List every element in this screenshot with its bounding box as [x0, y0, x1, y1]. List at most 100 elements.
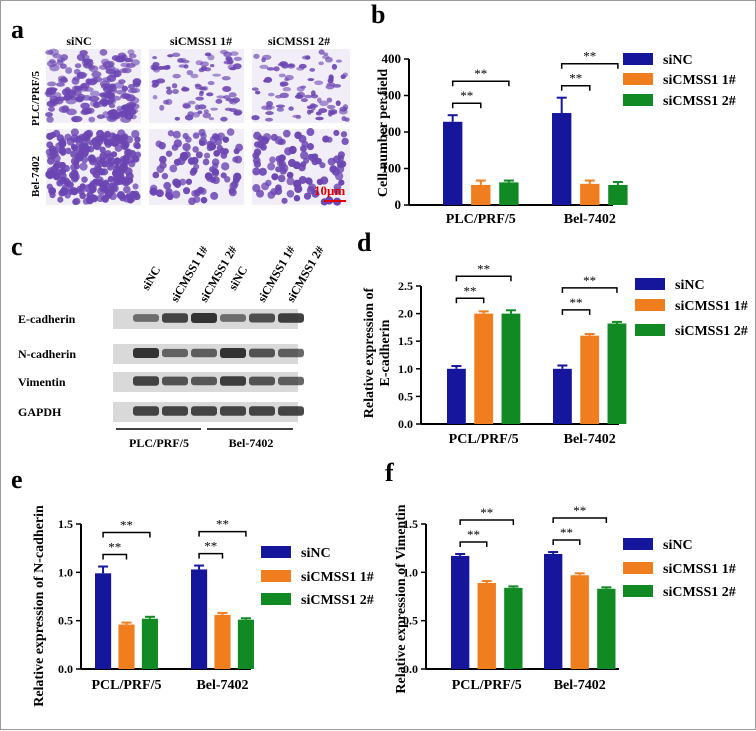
cell-blob	[165, 188, 173, 196]
cell-blob	[286, 177, 295, 186]
cell-blob	[52, 92, 62, 99]
cell-blob	[151, 65, 159, 71]
cell-blob	[185, 136, 192, 143]
cell-blob	[207, 81, 215, 86]
cell-blob	[306, 143, 314, 151]
cell-blob	[47, 81, 57, 87]
significance-bracket	[459, 519, 515, 525]
y-tick-label: 0.5	[403, 614, 418, 628]
cell-blob	[226, 58, 234, 65]
cell-blob	[101, 92, 108, 101]
legend-swatch	[261, 593, 291, 605]
cell-blob	[213, 149, 221, 157]
cell-blob	[115, 164, 123, 172]
cell-blob	[228, 92, 237, 98]
cell-blob	[189, 169, 197, 176]
cell-blob	[119, 157, 128, 167]
cell-blob	[192, 111, 200, 118]
legend-label: siNC	[675, 278, 705, 293]
cell-blob	[119, 68, 128, 74]
bar-siCMSS11-0	[474, 313, 494, 424]
cell-blob	[113, 157, 122, 165]
blot-band	[191, 313, 217, 323]
cell-blob	[273, 66, 280, 72]
cell-blob	[74, 63, 82, 69]
x-category-label: Bel-7402	[564, 432, 616, 447]
cell-blob	[101, 77, 112, 82]
cell-blob	[220, 172, 227, 179]
significance-label: **	[464, 283, 477, 298]
cell-blob	[45, 112, 53, 118]
cell-blob	[304, 55, 311, 60]
cell-blob	[127, 88, 138, 94]
cell-blob	[253, 53, 260, 59]
legend-label: siNC	[301, 546, 331, 561]
cell-blob	[81, 54, 90, 61]
cell-blob	[278, 73, 286, 78]
cell-blob	[233, 148, 240, 155]
blot-protein-label: N-cadherin	[18, 347, 76, 361]
cell-blob	[233, 56, 242, 61]
blot-band	[220, 376, 246, 386]
cell-blob	[159, 104, 165, 111]
legend-swatch	[635, 278, 665, 290]
significance-bracket	[455, 297, 485, 304]
significance-label: **	[120, 518, 133, 533]
panel-letter-f: f	[385, 458, 394, 487]
cell-blob	[231, 97, 240, 103]
significance-bracket	[561, 309, 591, 315]
significance-bracket	[102, 553, 128, 560]
cell-blob	[116, 190, 126, 200]
bar-siNC-1	[544, 553, 563, 669]
cell-blob	[309, 68, 316, 72]
significance-bracket	[560, 62, 619, 69]
cell-blob	[329, 165, 338, 174]
cell-blob	[294, 94, 304, 99]
significance-label: **	[477, 261, 490, 276]
blot-band	[249, 313, 275, 323]
micrograph-1-2	[252, 128, 350, 206]
cell-blob	[86, 78, 97, 86]
cell-blob	[55, 82, 65, 87]
cell-blob	[81, 176, 88, 183]
legend-swatch	[635, 324, 665, 336]
cell-blob	[251, 87, 259, 91]
cell-blob	[70, 157, 79, 165]
blot-band	[278, 348, 304, 358]
cell-blob	[92, 170, 101, 179]
significance-bracket	[552, 517, 608, 524]
cell-blob	[84, 129, 94, 138]
cell-blob	[84, 87, 94, 92]
blot-group-label: PLC/PRF/5	[129, 436, 189, 450]
y-tick-label: 1.5	[58, 517, 73, 531]
micrograph-grid	[44, 48, 350, 206]
significance-bracket	[451, 102, 482, 109]
bar-siNC-1	[191, 569, 208, 669]
cell-blob	[77, 187, 85, 195]
bar-siCMSS12-1	[597, 588, 616, 669]
cell-blob	[215, 98, 223, 104]
y-axis-label: Cell number per field	[376, 69, 391, 197]
cell-blob	[103, 85, 114, 93]
cell-blob	[192, 146, 199, 153]
cell-blob	[103, 179, 110, 186]
micro-col-label: siCMSS1 1#	[170, 34, 232, 48]
cell-blob	[208, 117, 215, 121]
cell-blob	[181, 87, 190, 92]
cell-blob	[326, 136, 333, 143]
legend-label: siCMSS1 2#	[301, 593, 374, 608]
y-tick-label: 1.5	[403, 517, 418, 531]
y-tick-label: 0.0	[58, 662, 73, 676]
cell-blob	[167, 54, 174, 58]
legend-swatch	[635, 299, 665, 311]
y-tick-label: 0.0	[398, 417, 413, 431]
cell-blob	[131, 129, 140, 139]
cell-blob	[311, 189, 320, 198]
micrograph-0-0	[44, 48, 142, 123]
bar-siCMSS11-1	[570, 575, 589, 669]
significance-bracket	[560, 84, 591, 91]
cell-blob	[57, 75, 67, 81]
cell-blob	[288, 145, 297, 155]
cell-blob	[328, 75, 334, 81]
cell-blob	[200, 196, 208, 204]
